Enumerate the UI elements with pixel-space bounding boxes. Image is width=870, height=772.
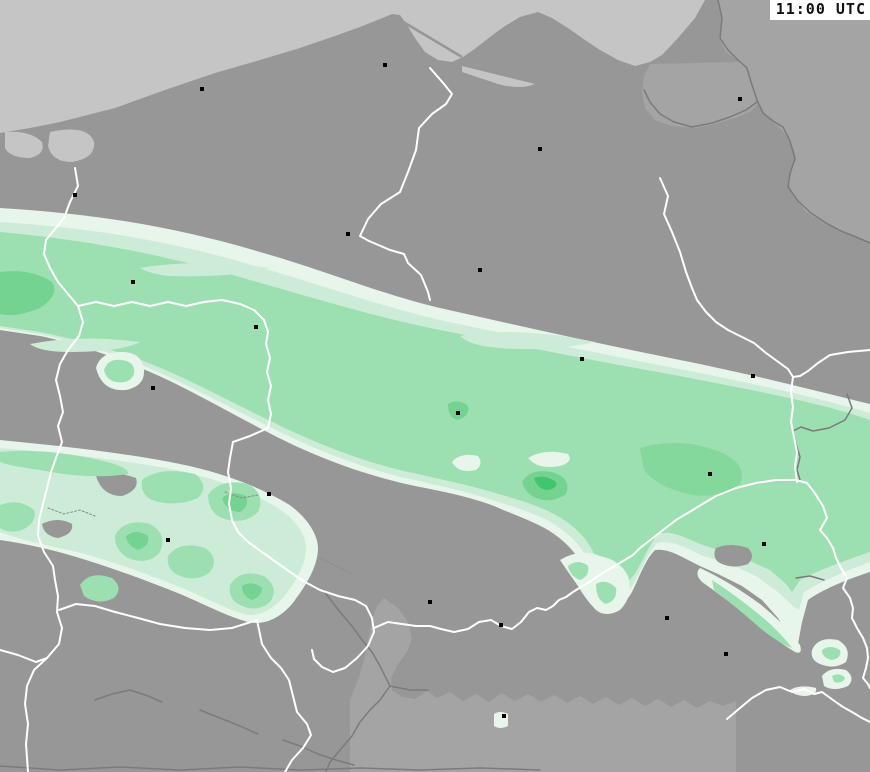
precip-cell (0, 502, 35, 532)
precip-cell (0, 450, 129, 477)
city-dot (151, 386, 155, 390)
river-dotted (319, 557, 353, 575)
bodden-bay (5, 131, 43, 158)
border-czech-north (58, 603, 258, 631)
precip-cluster-hole (96, 473, 137, 496)
river-warta (77, 299, 375, 673)
region-kaliningrad (642, 62, 758, 128)
border-northeast (717, 0, 870, 244)
city-dot (738, 97, 742, 101)
river-northeast (659, 177, 798, 483)
city-dot (499, 623, 503, 627)
river-dotted (47, 507, 96, 517)
city-dot (580, 357, 584, 361)
border-czech-interior (322, 589, 391, 772)
border-branch-west (0, 649, 48, 663)
timestamp-label: 11:00 UTC (769, 0, 870, 20)
precip-patch (596, 581, 617, 604)
precip-hole (714, 545, 752, 567)
border-southeast (639, 479, 870, 689)
precip-band-moderate (0, 232, 870, 592)
region-south (350, 598, 736, 772)
border-bug-river (792, 393, 853, 481)
precip-trace-patch (452, 454, 481, 471)
precip-intense-spot (534, 476, 557, 490)
city-dot (478, 268, 482, 272)
city-dot (538, 147, 542, 151)
precip-cell (104, 359, 135, 383)
city-dot (383, 63, 387, 67)
city-dot (502, 714, 506, 718)
city-dot (254, 325, 258, 329)
city-dot (267, 492, 271, 496)
city-dot (708, 472, 712, 476)
hel-spit (399, 18, 463, 59)
baltic-sea (0, 0, 705, 133)
city-dot (200, 87, 204, 91)
city-dot (724, 652, 728, 656)
river-segment (795, 575, 825, 581)
precip-tail-core (712, 580, 792, 648)
border-czech-segment (389, 685, 429, 691)
white-borders (0, 67, 870, 772)
city-dot (73, 193, 77, 197)
sea-region (0, 0, 705, 162)
region-northeast (718, 0, 870, 244)
precip-patch (822, 647, 841, 660)
precip-light-patch (460, 332, 595, 350)
city-dot (751, 374, 755, 378)
lagoon-szczecin (48, 129, 95, 162)
precip-cell-core (242, 583, 262, 600)
precip-patch (568, 562, 589, 580)
border-southwest (199, 709, 259, 735)
border-bottom-right (726, 686, 870, 723)
city-dot (428, 600, 432, 604)
precip-light-patch (140, 263, 270, 277)
lagoon-vistula (462, 66, 535, 87)
city-dot (665, 616, 669, 620)
precip-light-patch (30, 338, 140, 352)
precip-cell (80, 575, 119, 602)
precip-cluster-hole (42, 520, 73, 538)
river-danube (0, 765, 541, 771)
precip-cell (167, 545, 214, 579)
city-dot (131, 280, 135, 284)
city-dot (166, 538, 170, 542)
border-carpathian (373, 547, 641, 633)
city-dot (346, 232, 350, 236)
neighbor-countries (350, 0, 870, 772)
border-southwest (282, 739, 355, 766)
precipitation-layer (0, 208, 870, 728)
river-vistula (359, 67, 453, 301)
precip-patch (832, 674, 845, 683)
border-southwest (94, 689, 163, 703)
border-kaliningrad (643, 89, 758, 128)
precip-patch-fringe (790, 686, 817, 696)
precip-heavy-spot (448, 401, 469, 420)
border-south-line (256, 619, 312, 772)
precip-heavy-soft (640, 442, 742, 496)
city-dots (73, 63, 766, 718)
precip-cell-core (126, 532, 149, 550)
precip-heavy-spot (0, 271, 55, 316)
river-northeast-branch (792, 349, 870, 378)
city-dot (762, 542, 766, 546)
precip-trace-patch (528, 451, 570, 467)
river-oder-border (24, 167, 84, 772)
city-dot (456, 411, 460, 415)
precip-cell (141, 471, 204, 504)
